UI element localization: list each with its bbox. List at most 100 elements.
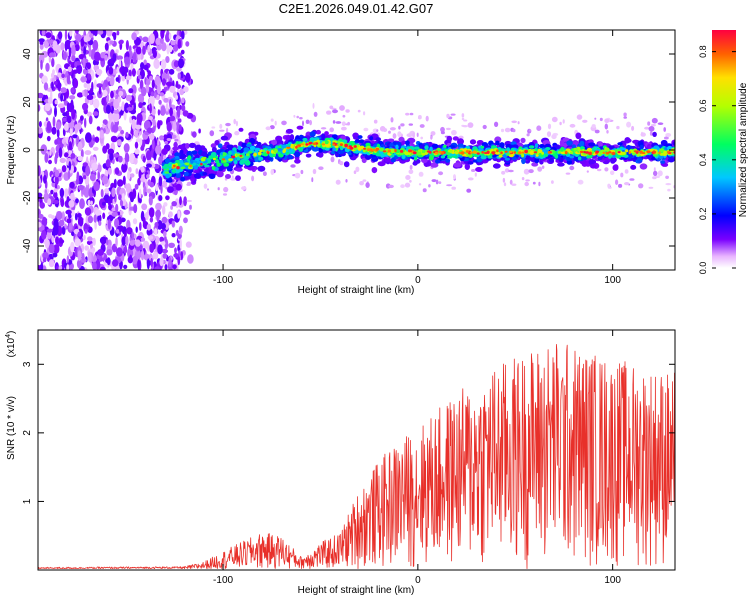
heatmap-haze-cell <box>341 126 347 131</box>
heatmap-noise-cell <box>67 66 72 73</box>
heatmap-noise-cell <box>151 108 156 116</box>
heatmap-noise-cell <box>69 30 73 37</box>
heatmap-noise-cell <box>137 177 141 186</box>
heatmap-noise-cell <box>130 173 135 178</box>
heatmap-noise-cell <box>66 218 72 224</box>
snr-frame <box>37 329 676 571</box>
heatmap-noise-cell <box>142 216 146 227</box>
heatmap-haze-cell <box>453 174 456 180</box>
heatmap-noise-cell <box>169 85 176 93</box>
heatmap-noise-cell <box>83 46 87 56</box>
heatmap-haze-cell <box>559 121 562 126</box>
heatmap-haze-cell <box>362 179 367 182</box>
heatmap-haze-cell <box>342 114 346 118</box>
heatmap-signal-cell <box>193 164 199 170</box>
heatmap-noise-cell <box>106 76 110 82</box>
snr-x-tick-label: -100 <box>213 575 233 586</box>
heatmap-signal-cell <box>625 145 632 150</box>
heatmap-signal-cell <box>184 165 190 170</box>
heatmap-signal-cell <box>408 149 412 153</box>
heatmap-noise-cell <box>58 265 63 270</box>
heatmap-noise-cell <box>145 78 151 86</box>
heatmap-haze-cell <box>225 122 231 127</box>
heatmap-noise-cell <box>88 47 92 57</box>
heatmap-noise-cell <box>92 146 99 151</box>
heatmap-noise-cell <box>76 92 84 98</box>
heatmap-haze-cell <box>359 181 364 186</box>
heatmap-noise-cell <box>51 235 55 243</box>
heatmap-signal-cell <box>375 137 382 142</box>
heatmap-signal-cell <box>164 171 170 174</box>
heatmap-noise-cell <box>151 138 155 150</box>
heatmap-noise-cell <box>128 88 134 94</box>
heatmap-noise-cell <box>38 104 41 112</box>
heatmap-noise-cell <box>132 51 137 62</box>
heatmap-noise-cell <box>120 210 123 216</box>
heatmap-noise-cell <box>150 91 155 97</box>
heatmap-signal-cell <box>424 145 429 150</box>
heatmap-haze-cell <box>412 132 416 139</box>
heatmap-signal-cell <box>529 150 534 155</box>
heatmap-signal-cell <box>278 153 284 158</box>
heatmap-noise-cell <box>133 203 138 214</box>
heatmap-noise-cell <box>178 124 182 132</box>
heatmap-noise-cell <box>99 236 107 245</box>
heatmap-noise-cell <box>122 158 126 165</box>
heatmap-haze-cell <box>422 188 427 193</box>
heatmap-signal-cell <box>316 139 321 144</box>
heatmap-noise-cell <box>66 255 70 263</box>
heatmap-signal-cell <box>509 154 513 157</box>
heatmap-signal-cell <box>636 157 643 163</box>
heatmap-haze-cell <box>270 169 275 175</box>
heatmap-signal-cell <box>623 154 629 158</box>
heatmap-noise-cell <box>53 81 58 85</box>
heatmap-signal-cell <box>190 159 194 165</box>
heatmap-haze-cell <box>525 179 530 182</box>
heatmap-haze-cell <box>313 111 318 117</box>
heatmap-haze-cell <box>471 169 476 172</box>
heatmap-noise-cell <box>143 64 149 71</box>
heatmap-noise-cell <box>105 30 113 37</box>
heatmap-signal-cell <box>495 140 500 146</box>
heatmap-haze-cell <box>582 119 588 123</box>
heatmap-signal-cell <box>504 157 511 161</box>
heatmap-noise-cell <box>40 144 48 155</box>
heatmap-signal-cell <box>193 173 202 179</box>
heatmap-signal-cell <box>217 143 223 149</box>
heatmap-signal-cell <box>201 151 208 158</box>
heatmap-noise-cell <box>59 187 65 198</box>
heatmap-signal-cell <box>604 147 610 152</box>
heatmap-noise-cell <box>77 250 82 262</box>
heatmap-signal-cell <box>630 164 637 170</box>
heatmap-noise-cell <box>127 256 133 264</box>
heatmap-haze-cell <box>302 120 304 127</box>
heatmap-haze-cell <box>164 141 168 145</box>
heatmap-signal-cell <box>438 150 442 154</box>
heatmap-noise-cell <box>149 75 153 81</box>
heatmap-noise-cell <box>40 262 44 270</box>
heatmap-haze-cell <box>217 187 220 191</box>
heatmap-haze-cell <box>329 105 334 110</box>
heatmap-signal-cell <box>579 150 584 154</box>
heatmap-noise-cell <box>50 72 55 79</box>
heatmap-signal-cell <box>235 167 243 172</box>
heatmap-noise-cell <box>39 202 45 209</box>
heatmap-noise-cell <box>154 222 159 228</box>
heatmap-noise-cell <box>39 40 44 45</box>
heatmap-noise-cell <box>102 123 105 129</box>
heatmap-haze-cell <box>438 171 444 176</box>
heatmap-x-tick-label: 0 <box>415 275 421 286</box>
heatmap-signal-cell <box>339 143 343 147</box>
heatmap-haze-cell <box>357 109 361 113</box>
heatmap-noise-cell <box>128 69 132 78</box>
heatmap-signal-cell <box>632 152 636 156</box>
heatmap-haze-cell <box>599 117 603 122</box>
heatmap-signal-cell <box>579 140 585 147</box>
heatmap-haze-cell <box>418 171 424 177</box>
heatmap-noise-cell <box>129 191 134 199</box>
heatmap-signal-cell <box>309 131 316 138</box>
heatmap-noise-cell <box>70 153 76 159</box>
heatmap-noise-cell <box>119 199 124 207</box>
heatmap-signal-cell <box>184 143 190 149</box>
heatmap-signal-cell <box>617 151 621 154</box>
